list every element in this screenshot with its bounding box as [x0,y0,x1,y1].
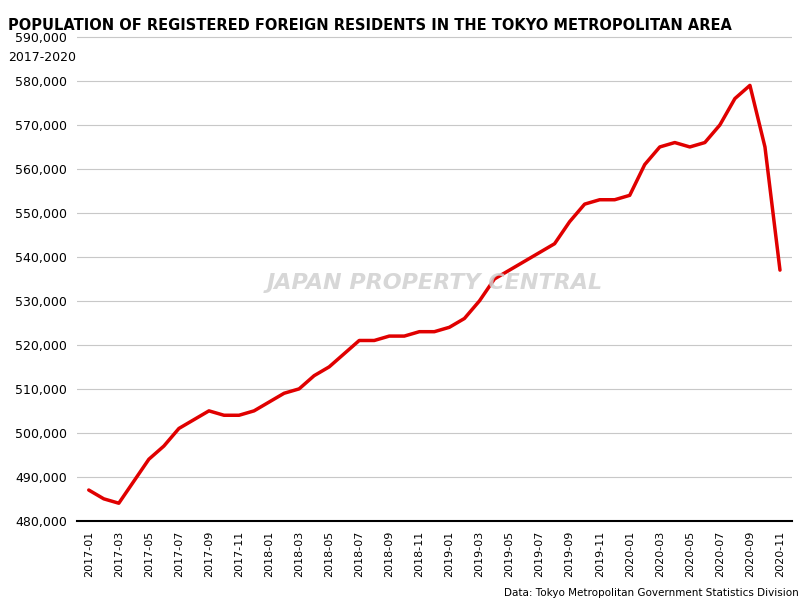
Text: Data: Tokyo Metropolitan Government Statistics Division: Data: Tokyo Metropolitan Government Stat… [504,588,799,598]
Text: JAPAN PROPERTY CENTRAL: JAPAN PROPERTY CENTRAL [266,273,602,293]
Text: 2017-2020: 2017-2020 [8,51,76,65]
Text: POPULATION OF REGISTERED FOREIGN RESIDENTS IN THE TOKYO METROPOLITAN AREA: POPULATION OF REGISTERED FOREIGN RESIDEN… [8,18,732,33]
